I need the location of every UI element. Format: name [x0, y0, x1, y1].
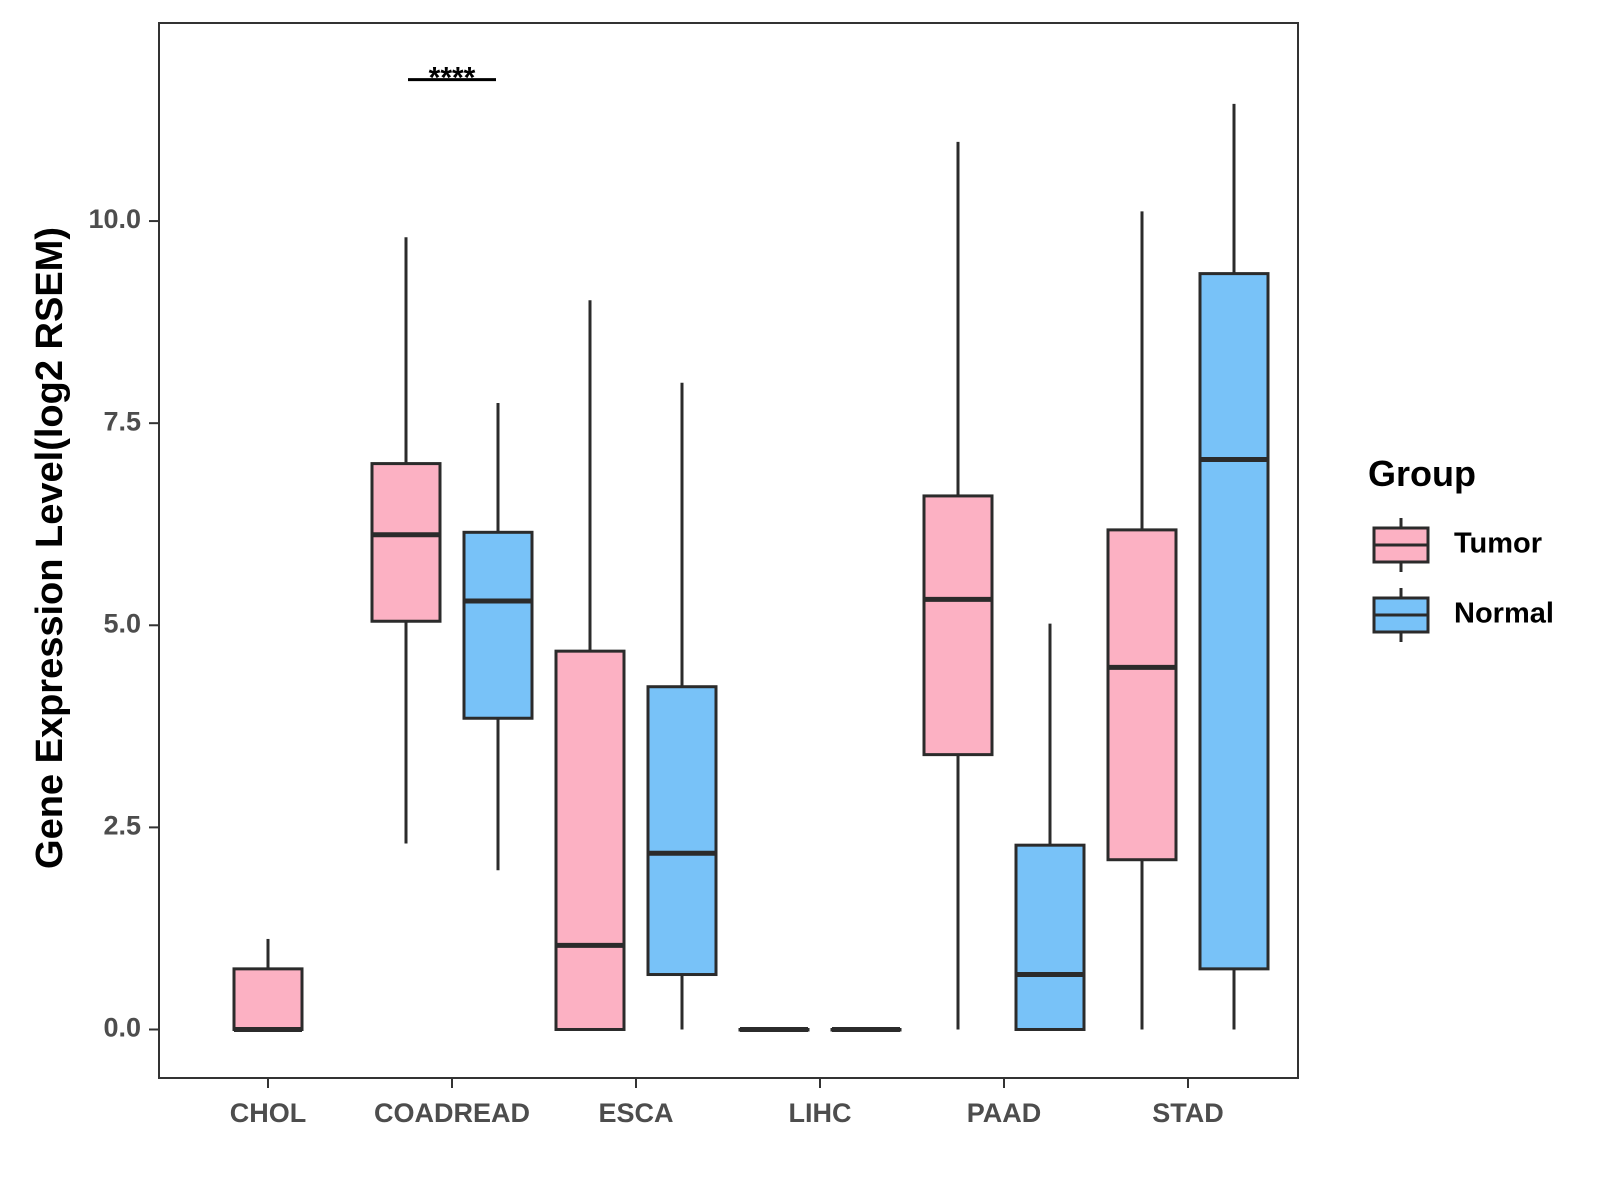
- legend-item-tumor: Tumor: [1372, 518, 1542, 572]
- box-normal-stad: [1198, 103, 1270, 1030]
- box-tumor-esca: [554, 300, 626, 1031]
- box-normal-esca: [646, 382, 718, 1030]
- box-tumor-stad: [1106, 211, 1178, 1030]
- box-normal-coadread: [462, 402, 534, 871]
- box-normal-paad: [1014, 623, 1086, 1031]
- legend-label-tumor: Tumor: [1454, 528, 1542, 560]
- box-iqr: [370, 462, 442, 623]
- x-tick-label-stad: STAD: [1152, 1098, 1224, 1128]
- x-tick-label-esca: ESCA: [598, 1098, 673, 1128]
- x-tick-label-coadread: COADREAD: [374, 1098, 530, 1128]
- box-iqr: [462, 530, 534, 720]
- box-iqr: [646, 685, 718, 977]
- box-tumor-paad: [922, 141, 994, 1030]
- y-axis-title: Gene Expression Level(log2 RSEM): [29, 227, 71, 869]
- y-tick-label: 2.5: [103, 811, 141, 841]
- box-series: [232, 103, 1270, 1032]
- significance-label: ****: [429, 62, 476, 95]
- legend-title: Group: [1368, 453, 1476, 494]
- legend: Group Tumor Normal: [1368, 453, 1554, 642]
- box-iqr: [922, 494, 994, 757]
- y-tick-label: 0.0: [103, 1013, 141, 1043]
- legend-label-normal: Normal: [1454, 598, 1554, 630]
- x-tick-label-chol: CHOL: [230, 1098, 307, 1128]
- plot-panel-border: [158, 22, 1299, 1079]
- y-tick-label: 5.0: [103, 608, 141, 638]
- x-tick-label-paad: PAAD: [967, 1098, 1042, 1128]
- annotations: ****: [408, 62, 496, 95]
- box-iqr: [1106, 528, 1178, 862]
- box-normal-lihc: [830, 1026, 902, 1032]
- box-tumor-chol: [232, 938, 304, 1032]
- box-tumor-lihc: [738, 1026, 810, 1032]
- box-iqr: [232, 967, 304, 1031]
- box-iqr: [554, 649, 626, 1031]
- series-normal: [462, 103, 1270, 1032]
- axes: 0.0 2.5 5.0 7.5 10.0 CHOL COADREAD ESCA LIHC PAAD…: [88, 22, 1299, 1128]
- y-tick-label: 10.0: [88, 204, 141, 234]
- box-iqr: [1014, 843, 1086, 1031]
- box-iqr: [1198, 272, 1270, 971]
- series-tumor: [232, 141, 1178, 1032]
- x-tick-label-lihc: LIHC: [789, 1098, 852, 1128]
- y-tick-label: 7.5: [103, 406, 141, 436]
- box-tumor-coadread: [370, 237, 442, 844]
- legend-item-normal: Normal: [1372, 588, 1554, 642]
